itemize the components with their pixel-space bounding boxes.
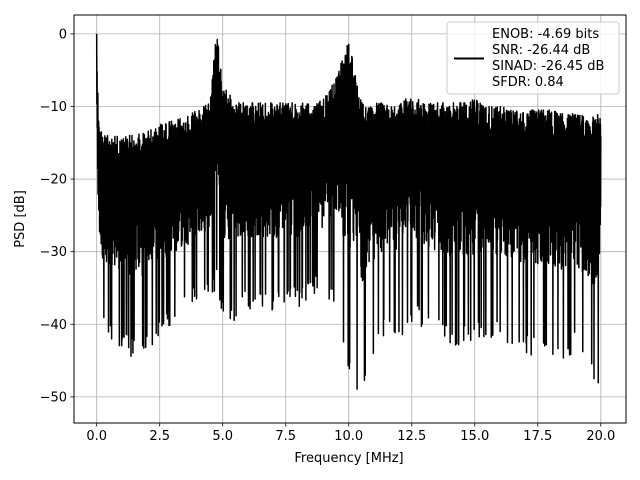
- x-tick-label: 7.5: [275, 429, 296, 444]
- legend-entry-snr: SNR: -26.44 dB: [492, 43, 590, 58]
- y-axis-label: PSD [dB]: [13, 190, 28, 248]
- legend: ENOB: -4.69 bits SNR: -26.44 dB SINAD: -…: [446, 21, 620, 95]
- x-tick-label: 20.0: [586, 429, 615, 444]
- psd-series-line: [95, 33, 602, 390]
- x-tick-label: 15.0: [460, 429, 489, 444]
- tick-layer: 0.0 2.5 5.0 7.5 10.0 12.5 15.0 17.5 20.0 0 −10 −20 −…: [40, 27, 616, 444]
- y-tick-label: −20: [40, 173, 67, 188]
- y-tick-label: 0: [59, 27, 67, 42]
- x-tick-label: 10.0: [334, 429, 363, 444]
- x-tick-label: 17.5: [523, 429, 552, 444]
- x-tick-label: 12.5: [397, 429, 426, 444]
- legend-entry-sfdr: SFDR: 0.84: [492, 75, 564, 90]
- y-tick-label: −30: [40, 245, 67, 260]
- series-layer: [95, 33, 602, 390]
- y-tick-label: −40: [40, 318, 67, 333]
- legend-entry-enob: ENOB: -4.69 bits: [492, 27, 599, 42]
- legend-box: [446, 21, 620, 95]
- y-tick-label: −10: [40, 100, 67, 115]
- x-tick-label: 0.0: [86, 429, 107, 444]
- x-tick-label: 5.0: [212, 429, 233, 444]
- x-tick-label: 2.5: [149, 429, 170, 444]
- plot-frame: [73, 14, 627, 424]
- x-axis-label: Frequency [MHz]: [294, 451, 403, 466]
- y-tick-label: −50: [40, 390, 67, 405]
- legend-entry-sinad: SINAD: -26.45 dB: [492, 59, 604, 74]
